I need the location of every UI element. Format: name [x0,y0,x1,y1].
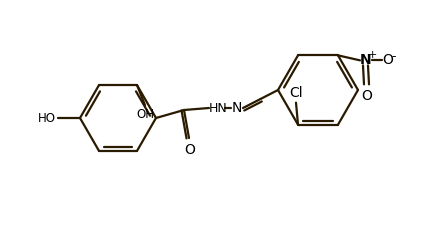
Text: O: O [362,89,372,103]
Text: Cl: Cl [289,86,303,100]
Text: HN: HN [208,101,227,115]
Text: O: O [383,53,393,67]
Text: OH: OH [136,108,154,121]
Text: N: N [360,53,372,67]
Text: +: + [367,50,377,60]
Text: HO: HO [38,112,56,124]
Text: O: O [184,143,196,157]
Text: N: N [232,101,242,115]
Text: -: - [392,50,396,63]
